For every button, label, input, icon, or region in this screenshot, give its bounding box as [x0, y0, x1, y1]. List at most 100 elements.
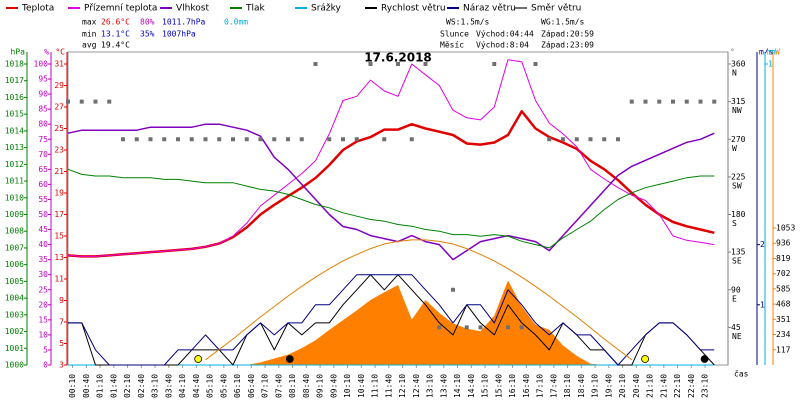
y-tick-label: 7	[59, 318, 64, 327]
direction-point	[176, 137, 180, 142]
y-tick-label: 360	[731, 60, 746, 69]
x-tick-label: 19:40	[604, 374, 613, 398]
axis-unit: W	[775, 48, 780, 57]
y-tick-label: 468	[776, 300, 791, 309]
y-tick-label: 351	[776, 315, 791, 324]
direction-point	[437, 325, 442, 330]
y-tick-label: 19	[54, 189, 64, 198]
y-tick-label: 1	[760, 300, 765, 309]
y-tick-label: 1011	[5, 177, 24, 186]
y-tick-label: 85	[38, 105, 48, 114]
x-tick-label: 17:40	[549, 374, 558, 398]
direction-point	[66, 99, 70, 104]
legend-label: Směr větru	[531, 4, 581, 14]
y-tick-label: 90	[731, 285, 741, 294]
direction-point	[79, 99, 84, 104]
y-tick-label: 27	[54, 103, 64, 112]
y-tick-label: 21	[54, 167, 64, 176]
direction-point	[698, 99, 703, 104]
y-tick-label: 65	[38, 165, 48, 174]
stat-value: Východ:8:04	[476, 41, 529, 50]
direction-point	[602, 137, 607, 142]
direction-point	[547, 137, 552, 142]
x-tick-label: 22:40	[687, 374, 696, 398]
x-tick-label: 07:40	[274, 374, 283, 398]
direction-point	[244, 137, 249, 142]
direction-point	[162, 137, 167, 142]
x-tick-label: 20:10	[618, 374, 627, 398]
y-tick-label: 45	[731, 323, 741, 332]
y-tick-label: 1007	[5, 243, 24, 252]
x-tick-label: 21:10	[646, 374, 655, 398]
x-tick-label: 01:10	[96, 374, 105, 398]
x-tick-label: 14:40	[467, 374, 476, 398]
direction-point	[657, 99, 662, 104]
y-tick-label: 5	[43, 345, 48, 354]
y-tick-label: 936	[776, 239, 791, 248]
legend-label: Rychlost větru	[381, 4, 446, 14]
y-tick-label: 23	[54, 146, 64, 155]
x-tick-label: 12:10	[398, 374, 407, 398]
direction-point	[217, 137, 222, 142]
y-tick-label: 0	[43, 361, 48, 370]
stat-label: max	[82, 18, 97, 27]
y-tick-label: 1006	[5, 260, 24, 269]
x-tick-label: 00:10	[68, 374, 77, 398]
y-tick-label: 1016	[5, 93, 24, 102]
x-tick-label: 18:40	[577, 374, 586, 398]
y-tick-label: 17	[54, 210, 64, 219]
axis-unit: m/s	[759, 48, 774, 57]
x-tick-label: 16:40	[522, 374, 531, 398]
y-tick-label: 117	[776, 345, 791, 354]
stat-value: WS:1.5m/s	[446, 18, 490, 27]
y-tick-label: 80	[38, 120, 48, 129]
y-tick-label: 15	[54, 232, 64, 241]
y-tick-label: 1001	[5, 344, 24, 353]
y-tick-label: 135	[731, 248, 746, 257]
y-tick-label: 315	[731, 97, 746, 106]
direction-point	[629, 99, 634, 104]
compass-label: E	[732, 294, 737, 303]
x-axis-label: čas	[734, 369, 749, 379]
y-tick-label: 5	[59, 339, 64, 348]
direction-point	[574, 137, 579, 142]
x-tick-label: 06:10	[233, 374, 242, 398]
direction-point	[341, 137, 345, 142]
y-tick-label: 1017	[5, 76, 24, 85]
direction-point	[107, 99, 112, 104]
y-tick-label: 1009	[5, 210, 24, 219]
y-tick-label: 270	[731, 135, 746, 144]
y-tick-label: 60	[38, 180, 48, 189]
direction-point	[451, 287, 455, 292]
chart-title: 17.6.2018	[364, 51, 432, 65]
y-tick-label: 25	[54, 124, 64, 133]
stat-label: avg	[82, 41, 97, 50]
compass-label: N	[732, 69, 737, 78]
direction-point	[203, 137, 208, 142]
y-tick-label: 1004	[5, 294, 24, 303]
y-tick-label: 55	[38, 195, 48, 204]
direction-point	[93, 99, 98, 104]
x-tick-label: 23:10	[701, 374, 710, 398]
y-tick-label: 15	[38, 315, 48, 324]
x-tick-label: 06:40	[247, 374, 256, 398]
y-tick-label: 1015	[5, 110, 24, 119]
y-tick-label: 1003	[5, 310, 24, 319]
y-tick-label: 1	[768, 60, 773, 69]
y-tick-label: 30	[38, 270, 48, 279]
y-tick-label: 29	[54, 81, 64, 90]
direction-point	[519, 325, 524, 330]
y-tick-label: 45	[38, 225, 48, 234]
x-tick-label: 21:40	[659, 374, 668, 398]
y-tick-label: 2	[760, 240, 765, 249]
axis-unit: °C	[55, 48, 65, 57]
direction-point	[313, 62, 318, 66]
axis-unit: %	[44, 48, 49, 57]
axis-unit: hPa	[11, 48, 26, 57]
sun-moon-marker	[641, 355, 649, 363]
direction-point	[231, 137, 235, 142]
x-tick-label: 10:40	[357, 374, 366, 398]
stat-label: min	[82, 30, 97, 39]
y-tick-label: 1008	[5, 227, 24, 236]
direction-point	[423, 62, 428, 66]
